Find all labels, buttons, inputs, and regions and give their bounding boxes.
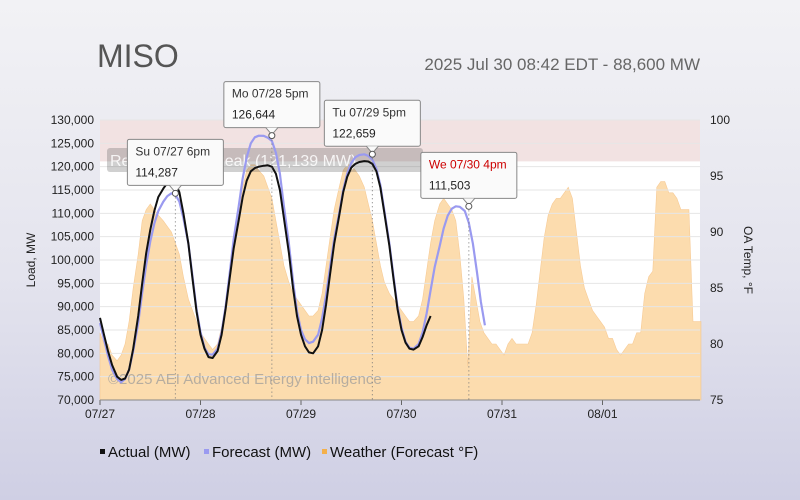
y-tick-label: 75,000 [57, 370, 94, 384]
actual-line [99, 160, 432, 381]
x-tick-label: 07/28 [185, 407, 215, 421]
x-tick-label: 07/31 [487, 407, 517, 421]
y-tick-label: 80,000 [57, 346, 94, 360]
y-axis-label: Load, MW [24, 232, 38, 287]
y2-tick-label: 80 [710, 337, 724, 351]
y-tick-label: 85,000 [57, 323, 94, 337]
x-tick-label: 08/01 [587, 407, 617, 421]
tooltip-point [171, 189, 179, 197]
y-tick-label: 95,000 [57, 276, 94, 290]
y-tick-label: 130,000 [51, 113, 95, 127]
y-tick-label: 120,000 [51, 160, 95, 174]
tooltip-point [368, 150, 376, 158]
legend-item-actual: Actual (MW) [108, 444, 191, 461]
tooltip-label: Mo 07/28 5pm [232, 87, 309, 101]
y2-tick-label: 90 [710, 225, 724, 239]
x-tick-label: 07/29 [286, 407, 316, 421]
y-tick-label: 70,000 [57, 393, 94, 407]
tooltip-value: 126,644 [232, 108, 276, 122]
y-tick-label: 115,000 [52, 183, 95, 197]
y2-axis-label: OA Temp, °F [741, 226, 755, 294]
x-tick-label: 07/27 [85, 407, 115, 421]
page-title: MISO [97, 38, 179, 74]
tooltip-label: We 07/30 4pm [429, 157, 507, 171]
y2-tick-label: 100 [710, 113, 730, 127]
legend-item-forecast: Forecast (MW) [212, 444, 311, 461]
y-tick-label: 110,000 [52, 206, 95, 220]
tooltip-value: 122,659 [332, 126, 376, 140]
y2-tick-label: 95 [710, 169, 724, 183]
forecast-legend-swatch [204, 449, 209, 454]
y-tick-label: 100,000 [51, 253, 95, 267]
watermark: ©2025 AEI Advanced Energy Intelligence [108, 371, 382, 388]
timestamp-load-readout: 2025 Jul 30 08:42 EDT - 88,600 MW [424, 55, 700, 74]
legend-item-weather: Weather (Forecast °F) [330, 444, 478, 461]
tooltip-label: Su 07/27 6pm [135, 144, 210, 158]
tooltip-point [268, 132, 276, 140]
y-tick-label: 105,000 [51, 230, 95, 244]
tooltip-value: 114,287 [135, 165, 178, 179]
y-tick-label: 90,000 [57, 300, 94, 314]
y-tick-label: 125,000 [51, 136, 95, 150]
tooltip-value: 111,503 [429, 178, 471, 192]
weather-legend-swatch [322, 449, 327, 454]
x-tick-label: 07/30 [386, 407, 416, 421]
y2-tick-label: 75 [710, 393, 724, 407]
tooltip-label: Tu 07/29 5pm [332, 105, 406, 119]
actual-legend-swatch [100, 449, 105, 454]
y2-tick-label: 85 [710, 281, 724, 295]
tooltip-point [465, 202, 473, 210]
